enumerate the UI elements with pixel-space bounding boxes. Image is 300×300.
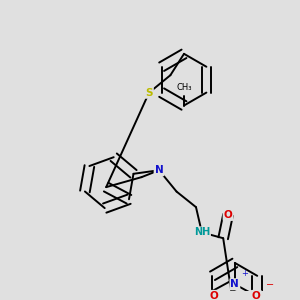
Text: N: N (155, 165, 164, 175)
Text: NH: NH (194, 227, 210, 237)
Text: S: S (145, 88, 153, 98)
Text: +: + (242, 269, 248, 278)
Text: O: O (252, 291, 261, 300)
Text: O: O (209, 291, 218, 300)
Text: O: O (224, 210, 233, 220)
Text: CH₃: CH₃ (176, 83, 192, 92)
Text: N: N (230, 279, 239, 289)
Text: −: − (266, 280, 274, 290)
